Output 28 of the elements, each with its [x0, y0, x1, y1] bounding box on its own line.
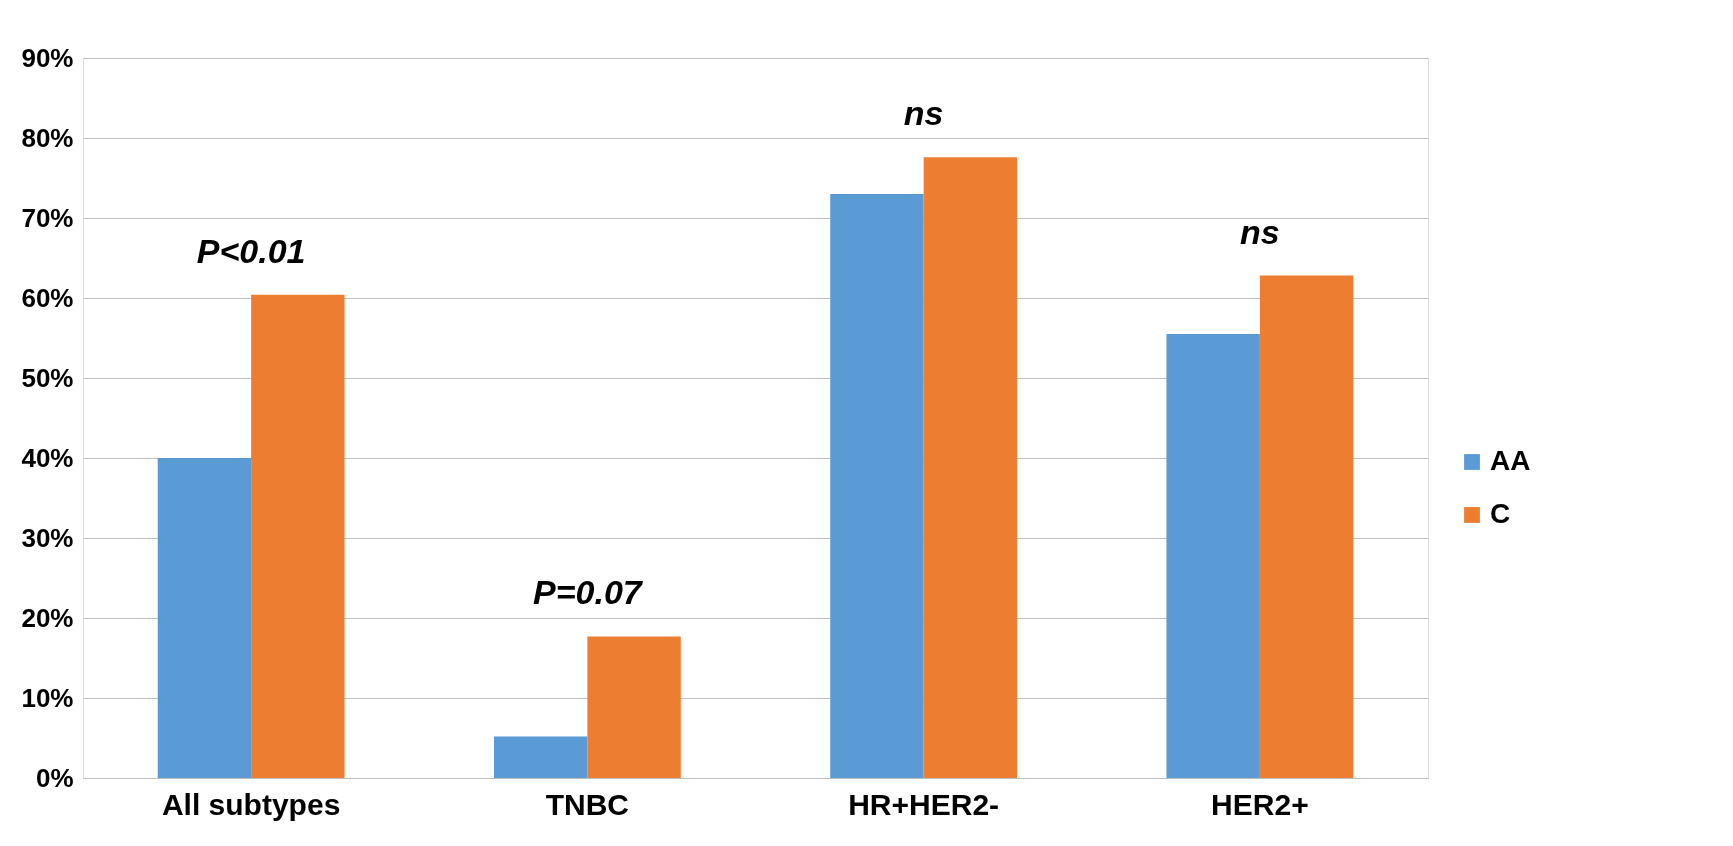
y-tick-label: 20% — [21, 602, 74, 633]
bar — [587, 636, 681, 778]
annotation: P<0.01 — [196, 231, 306, 270]
y-tick-label: 30% — [21, 522, 74, 553]
y-tick-label: 50% — [21, 362, 74, 393]
bar — [1166, 334, 1260, 778]
x-tick-label: All subtypes — [161, 787, 341, 821]
y-tick-label: 0% — [35, 762, 74, 793]
bar — [493, 736, 588, 778]
bar — [157, 458, 252, 778]
x-tick-label: HR+HER2- — [848, 787, 1000, 821]
legend-label: AA — [1490, 445, 1531, 476]
bar — [251, 294, 345, 778]
legend-label: C — [1490, 498, 1511, 529]
annotation: ns — [903, 94, 944, 133]
bar — [830, 194, 924, 778]
annotation: ns — [1240, 212, 1280, 251]
y-tick-label: 70% — [21, 202, 74, 233]
y-tick-label: 10% — [21, 682, 74, 713]
x-tick-label: TNBC — [545, 787, 630, 821]
y-tick-label: 60% — [21, 282, 74, 313]
y-tick-label: 40% — [21, 442, 74, 473]
bar — [1259, 275, 1354, 778]
bar — [923, 157, 1018, 778]
y-tick-label: 80% — [21, 122, 74, 153]
y-tick-label: 90% — [21, 42, 74, 73]
annotation: P=0.07 — [533, 573, 644, 612]
x-tick-label: HER2+ — [1211, 787, 1309, 821]
